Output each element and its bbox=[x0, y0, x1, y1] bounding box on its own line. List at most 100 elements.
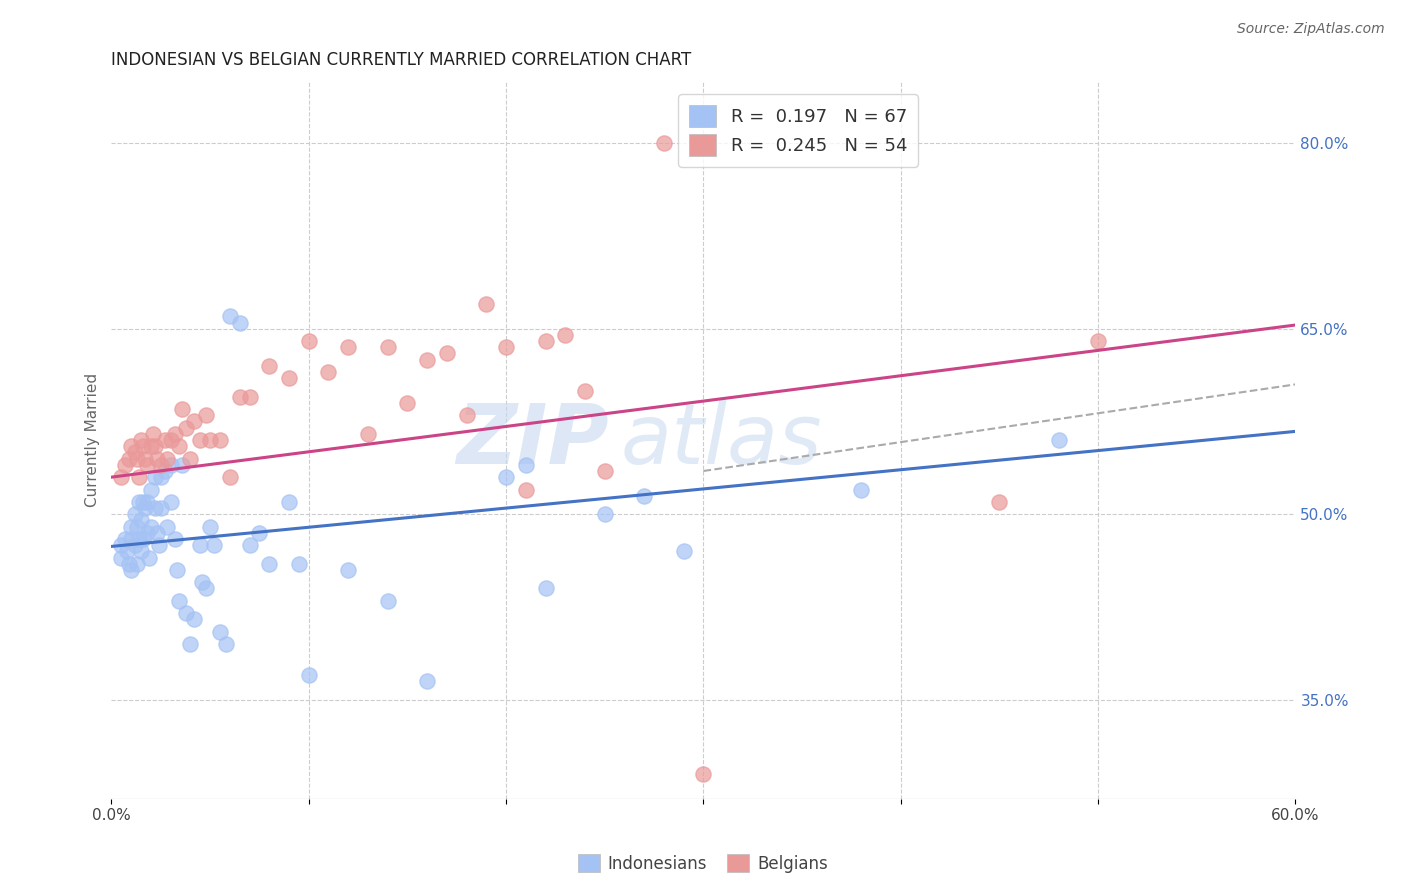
Point bbox=[1047, 433, 1070, 447]
Point bbox=[120, 563, 142, 577]
Point bbox=[143, 439, 166, 453]
Point bbox=[156, 519, 179, 533]
Point bbox=[208, 624, 231, 639]
Point bbox=[132, 495, 155, 509]
Point bbox=[183, 415, 205, 429]
Point bbox=[118, 557, 141, 571]
Point bbox=[179, 637, 201, 651]
Point bbox=[495, 470, 517, 484]
Point bbox=[195, 409, 218, 423]
Point bbox=[143, 501, 166, 516]
Point bbox=[475, 297, 498, 311]
Text: Source: ZipAtlas.com: Source: ZipAtlas.com bbox=[1237, 22, 1385, 37]
Text: ZIP: ZIP bbox=[456, 400, 609, 481]
Point bbox=[228, 316, 250, 330]
Point bbox=[278, 371, 301, 385]
Point bbox=[298, 668, 321, 682]
Point bbox=[153, 433, 176, 447]
Point bbox=[139, 439, 162, 453]
Point bbox=[139, 483, 162, 497]
Point bbox=[114, 458, 136, 472]
Point bbox=[593, 508, 616, 522]
Point bbox=[259, 359, 281, 373]
Point bbox=[110, 538, 132, 552]
Point bbox=[215, 637, 238, 651]
Point bbox=[692, 767, 714, 781]
Point bbox=[129, 433, 152, 447]
Legend: R =  0.197   N = 67, R =  0.245   N = 54: R = 0.197 N = 67, R = 0.245 N = 54 bbox=[678, 94, 918, 167]
Point bbox=[554, 327, 576, 342]
Point bbox=[337, 563, 360, 577]
Point bbox=[218, 470, 240, 484]
Point bbox=[515, 458, 537, 472]
Point bbox=[110, 470, 132, 484]
Point bbox=[143, 470, 166, 484]
Point bbox=[132, 532, 155, 546]
Point bbox=[166, 563, 188, 577]
Point bbox=[208, 433, 231, 447]
Point bbox=[115, 544, 138, 558]
Point bbox=[136, 495, 159, 509]
Point bbox=[1087, 334, 1109, 348]
Point bbox=[120, 519, 142, 533]
Point bbox=[298, 334, 321, 348]
Point bbox=[515, 483, 537, 497]
Point bbox=[396, 396, 419, 410]
Point bbox=[238, 390, 260, 404]
Point bbox=[129, 513, 152, 527]
Point bbox=[124, 508, 146, 522]
Point bbox=[110, 550, 132, 565]
Point bbox=[176, 420, 198, 434]
Point bbox=[146, 451, 169, 466]
Point bbox=[202, 538, 225, 552]
Point bbox=[198, 433, 221, 447]
Point bbox=[318, 365, 340, 379]
Point bbox=[125, 451, 148, 466]
Point bbox=[172, 458, 194, 472]
Point bbox=[179, 451, 201, 466]
Point bbox=[114, 532, 136, 546]
Point bbox=[534, 334, 557, 348]
Point bbox=[288, 557, 311, 571]
Point bbox=[153, 464, 176, 478]
Point bbox=[195, 582, 218, 596]
Point bbox=[149, 470, 172, 484]
Point bbox=[118, 451, 141, 466]
Point bbox=[652, 136, 675, 151]
Text: INDONESIAN VS BELGIAN CURRENTLY MARRIED CORRELATION CHART: INDONESIAN VS BELGIAN CURRENTLY MARRIED … bbox=[111, 51, 692, 69]
Point bbox=[128, 495, 150, 509]
Point bbox=[167, 439, 190, 453]
Point bbox=[574, 384, 596, 398]
Point bbox=[148, 538, 170, 552]
Point bbox=[163, 426, 186, 441]
Point bbox=[416, 352, 439, 367]
Point bbox=[138, 550, 160, 565]
Point bbox=[128, 532, 150, 546]
Point bbox=[136, 525, 159, 540]
Point bbox=[128, 470, 150, 484]
Point bbox=[149, 501, 172, 516]
Point bbox=[851, 483, 873, 497]
Point bbox=[183, 612, 205, 626]
Point bbox=[228, 390, 250, 404]
Point bbox=[593, 464, 616, 478]
Point bbox=[120, 532, 142, 546]
Point bbox=[139, 519, 162, 533]
Text: atlas: atlas bbox=[620, 400, 823, 481]
Point bbox=[249, 525, 271, 540]
Point bbox=[146, 525, 169, 540]
Point bbox=[188, 433, 211, 447]
Point bbox=[259, 557, 281, 571]
Point bbox=[129, 544, 152, 558]
Point bbox=[278, 495, 301, 509]
Point bbox=[357, 426, 380, 441]
Point bbox=[142, 426, 165, 441]
Point bbox=[416, 674, 439, 689]
Y-axis label: Currently Married: Currently Married bbox=[86, 373, 100, 508]
Point bbox=[534, 582, 557, 596]
Point bbox=[191, 575, 214, 590]
Point bbox=[456, 409, 478, 423]
Point bbox=[218, 310, 240, 324]
Point bbox=[134, 501, 156, 516]
Point bbox=[188, 538, 211, 552]
